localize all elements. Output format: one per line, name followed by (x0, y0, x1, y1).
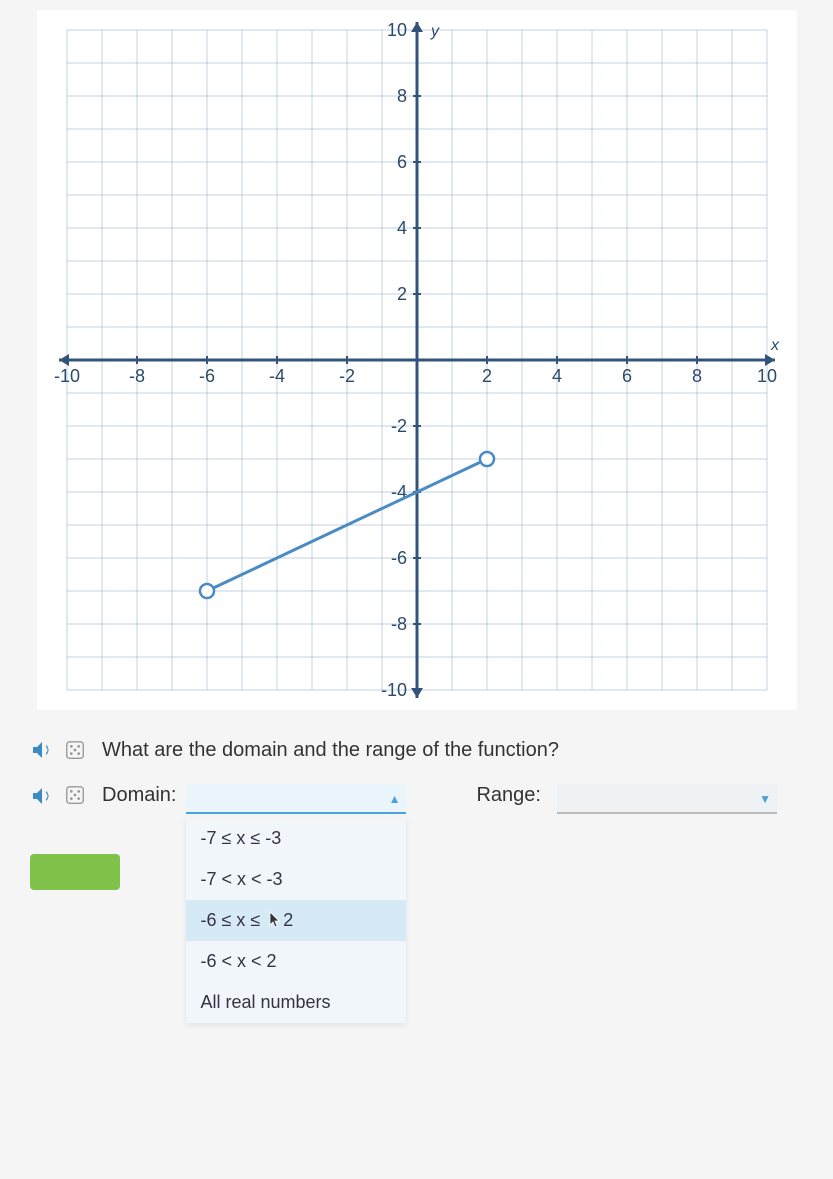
domain-range-row: Domain: ▲ -7 ≤ x ≤ -3-7 < x < -3-6 ≤ x ≤… (0, 774, 833, 824)
domain-dropdown[interactable]: ▲ -7 ≤ x ≤ -3-7 < x < -3-6 ≤ x ≤ 2-6 < x… (186, 784, 406, 814)
svg-text:10: 10 (386, 20, 406, 40)
domain-option[interactable]: -6 < x < 2 (186, 941, 406, 982)
svg-text:8: 8 (396, 86, 406, 106)
chart-svg: yx -10-8-6-4-2246810-10-8-6-4-2246810 (37, 10, 797, 710)
svg-text:-8: -8 (390, 614, 406, 634)
submit-button[interactable] (30, 854, 120, 890)
svg-text:4: 4 (551, 366, 561, 386)
svg-text:8: 8 (691, 366, 701, 386)
svg-text:x: x (770, 337, 780, 354)
svg-text:6: 6 (396, 152, 406, 172)
svg-text:-2: -2 (338, 366, 354, 386)
svg-text:-10: -10 (380, 680, 406, 700)
shuffle-icon[interactable] (64, 739, 86, 761)
chevron-up-icon: ▲ (389, 792, 401, 806)
range-dropdown[interactable]: ▼ (557, 784, 777, 814)
domain-dropdown-field[interactable]: ▲ (186, 784, 406, 814)
svg-text:2: 2 (481, 366, 491, 386)
shuffle-icon[interactable] (64, 784, 86, 806)
svg-text:-6: -6 (198, 366, 214, 386)
chevron-down-icon: ▼ (759, 792, 771, 806)
svg-text:10: 10 (756, 366, 776, 386)
domain-label: Domain: (102, 784, 176, 807)
domain-option[interactable]: All real numbers (186, 982, 406, 1023)
svg-text:2: 2 (396, 284, 406, 304)
domain-option[interactable]: -7 < x < -3 (186, 859, 406, 900)
speaker-icon[interactable] (30, 738, 54, 762)
domain-option[interactable]: -6 ≤ x ≤ 2 (186, 900, 406, 941)
svg-text:-6: -6 (390, 548, 406, 568)
coordinate-grid: yx -10-8-6-4-2246810-10-8-6-4-2246810 (37, 10, 797, 710)
range-label: Range: (476, 784, 541, 807)
speaker-icon[interactable] (30, 784, 54, 808)
svg-text:-2: -2 (390, 416, 406, 436)
range-dropdown-field[interactable]: ▼ (557, 784, 777, 814)
domain-option[interactable]: -7 ≤ x ≤ -3 (186, 818, 406, 859)
question-text: What are the domain and the range of the… (102, 739, 559, 762)
svg-text:4: 4 (396, 218, 406, 238)
svg-text:-8: -8 (128, 366, 144, 386)
question-row: What are the domain and the range of the… (0, 720, 833, 774)
svg-text:-10: -10 (53, 366, 79, 386)
svg-text:6: 6 (621, 366, 631, 386)
domain-options-list: -7 ≤ x ≤ -3-7 < x < -3-6 ≤ x ≤ 2-6 < x <… (186, 818, 406, 1023)
svg-text:-4: -4 (268, 366, 284, 386)
svg-text:y: y (430, 23, 440, 40)
